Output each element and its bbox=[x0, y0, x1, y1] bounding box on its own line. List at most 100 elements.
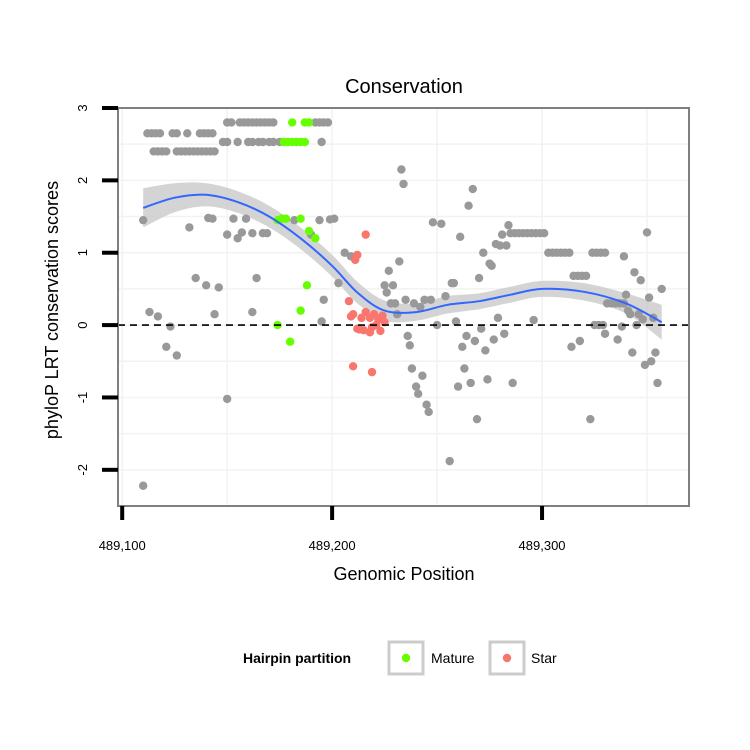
y-tick-label: 3 bbox=[75, 104, 90, 111]
legend-label-mature: Mature bbox=[431, 650, 475, 666]
other-point bbox=[155, 129, 165, 138]
other-point bbox=[613, 335, 622, 344]
star-point bbox=[361, 230, 370, 239]
other-point bbox=[290, 215, 299, 225]
other-point bbox=[390, 299, 400, 308]
other-point bbox=[319, 295, 328, 304]
other-point bbox=[451, 317, 461, 326]
other-point bbox=[222, 137, 232, 147]
star-point bbox=[344, 297, 354, 306]
mature-point bbox=[285, 337, 295, 346]
star-point bbox=[357, 313, 366, 323]
x-axis-title: Genomic Position bbox=[333, 564, 474, 584]
other-point bbox=[504, 221, 513, 230]
other-point bbox=[382, 288, 391, 297]
other-point bbox=[432, 320, 442, 330]
other-point bbox=[262, 228, 272, 238]
other-point bbox=[644, 293, 654, 302]
legend: Hairpin partition Mature Star bbox=[243, 640, 557, 676]
other-point bbox=[162, 342, 171, 351]
other-point bbox=[172, 351, 181, 360]
other-point bbox=[403, 331, 412, 341]
other-point bbox=[441, 291, 450, 301]
other-point bbox=[453, 382, 463, 391]
other-point bbox=[460, 364, 469, 373]
other-point bbox=[227, 118, 236, 127]
other-point bbox=[472, 414, 482, 424]
other-point bbox=[476, 324, 486, 333]
other-point bbox=[323, 118, 333, 127]
other-point bbox=[493, 313, 503, 323]
star-point bbox=[376, 326, 385, 336]
other-point bbox=[208, 129, 217, 138]
other-point bbox=[470, 336, 480, 346]
other-point bbox=[210, 147, 219, 156]
mature-point bbox=[302, 281, 312, 290]
other-point bbox=[642, 228, 652, 237]
x-tick-label: 489,200 bbox=[309, 538, 356, 553]
other-point bbox=[468, 184, 477, 194]
other-point bbox=[416, 302, 425, 312]
other-point bbox=[241, 214, 251, 223]
legend-marker-mature bbox=[401, 653, 411, 663]
other-point bbox=[153, 312, 163, 321]
other-point bbox=[483, 375, 492, 384]
other-point bbox=[426, 295, 435, 304]
other-point bbox=[458, 342, 467, 351]
other-point bbox=[395, 257, 404, 266]
other-point bbox=[409, 299, 419, 308]
other-point bbox=[500, 329, 509, 338]
other-point bbox=[185, 223, 194, 232]
other-point bbox=[466, 378, 475, 388]
legend-label-star: Star bbox=[531, 650, 557, 666]
other-point bbox=[317, 137, 326, 147]
other-point bbox=[479, 248, 488, 257]
x-tick-label: 489,100 bbox=[99, 538, 146, 553]
other-point bbox=[405, 341, 414, 350]
other-point bbox=[630, 268, 639, 277]
other-point bbox=[401, 295, 410, 304]
star-point bbox=[355, 325, 364, 334]
other-point bbox=[145, 307, 154, 317]
other-point bbox=[653, 378, 662, 388]
other-point bbox=[233, 137, 242, 147]
other-point bbox=[638, 315, 648, 324]
other-point bbox=[489, 335, 498, 344]
other-point bbox=[222, 394, 232, 404]
other-point bbox=[575, 336, 585, 346]
other-point bbox=[413, 389, 423, 399]
other-point bbox=[233, 234, 242, 243]
other-point bbox=[162, 147, 171, 156]
confidence-band bbox=[143, 182, 662, 340]
star-point bbox=[361, 307, 370, 317]
other-point bbox=[600, 329, 610, 338]
other-point bbox=[651, 348, 660, 357]
chart-title: Conservation bbox=[345, 76, 463, 98]
other-point bbox=[600, 248, 610, 257]
mature-point bbox=[296, 306, 305, 315]
other-point bbox=[380, 281, 389, 290]
other-point bbox=[647, 357, 656, 366]
legend-marker-star bbox=[502, 653, 512, 663]
other-point bbox=[464, 201, 473, 210]
other-point bbox=[384, 266, 394, 276]
other-point bbox=[201, 281, 211, 290]
other-point bbox=[428, 218, 438, 227]
other-point bbox=[317, 317, 326, 326]
other-point bbox=[621, 290, 631, 299]
confidence-band-area bbox=[143, 182, 662, 340]
mature-point bbox=[288, 118, 297, 127]
star-point bbox=[367, 367, 377, 377]
other-point bbox=[411, 382, 421, 391]
other-point bbox=[424, 407, 433, 417]
star-point bbox=[348, 362, 358, 371]
other-point bbox=[474, 273, 484, 283]
x-tick-label: 489,300 bbox=[519, 538, 566, 553]
other-point bbox=[420, 295, 429, 304]
other-point bbox=[487, 261, 496, 270]
y-tick-label: -1 bbox=[75, 392, 90, 404]
other-point bbox=[269, 137, 278, 147]
other-point bbox=[399, 179, 408, 189]
mature-point bbox=[281, 214, 291, 223]
other-point bbox=[508, 378, 517, 388]
